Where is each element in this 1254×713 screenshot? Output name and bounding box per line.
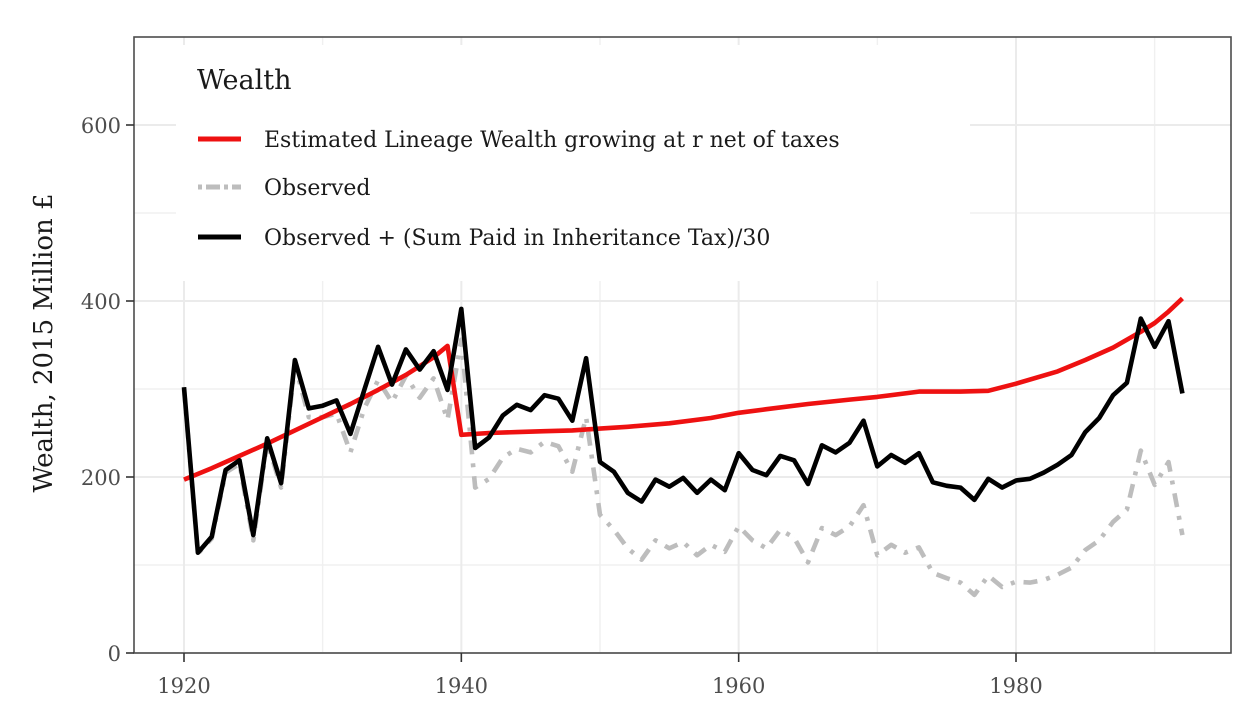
legend-label-observed: Observed: [264, 176, 370, 201]
plot-panel-border: [133, 36, 1232, 654]
series-lines: [181, 296, 1185, 598]
legend-background: [176, 45, 970, 281]
x-tick-label: 1940: [435, 674, 488, 698]
y-tick-label: 400: [81, 290, 121, 314]
legend-label-estimated: Estimated Lineage Wealth growing at r ne…: [264, 128, 840, 153]
y-tick-label: 600: [81, 114, 121, 138]
axes: 0 200 400 600 1920 1940 1960 1980: [81, 114, 1043, 698]
y-tick-label: 200: [81, 466, 121, 490]
x-tick-label: 1920: [157, 674, 210, 698]
x-tick-label: 1960: [712, 674, 765, 698]
x-tick-label: 1980: [989, 674, 1042, 698]
series-line-estimated: [183, 296, 1184, 482]
legend-title: Wealth: [197, 65, 292, 96]
y-tick-label: 0: [108, 642, 121, 666]
legend: Wealth Estimated Lineage Wealth growing …: [176, 45, 970, 281]
series-line-observed-plus-tax: [181, 306, 1185, 556]
y-axis-title: Wealth, 2015 Million £: [29, 193, 59, 492]
legend-label-observed-plus-tax: Observed + (Sum Paid in Inheritance Tax)…: [264, 226, 770, 251]
